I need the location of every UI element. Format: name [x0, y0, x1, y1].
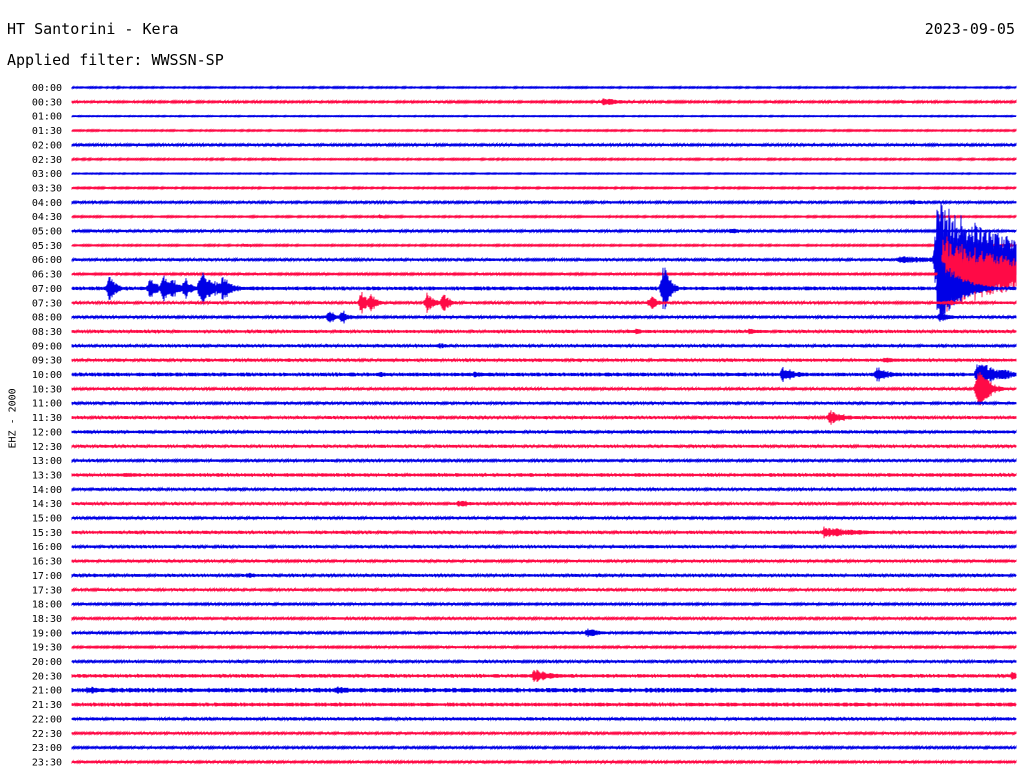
- row-time-label: 04:30: [32, 212, 62, 223]
- row-time-label: 03:00: [32, 169, 62, 180]
- row-time-label: 20:30: [32, 671, 62, 682]
- row-time-label: 18:00: [32, 600, 62, 611]
- row-time-label: 09:00: [32, 341, 62, 352]
- row-time-label: 18:30: [32, 614, 62, 625]
- row-time-label: 16:00: [32, 542, 62, 553]
- row-time-label: 01:30: [32, 126, 62, 137]
- filter-name: WWSSN-SP: [151, 51, 224, 69]
- row-time-label: 15:00: [32, 514, 62, 525]
- row-time-label: 00:30: [32, 97, 62, 108]
- row-time-label: 06:00: [32, 255, 62, 266]
- row-time-label: 07:30: [32, 298, 62, 309]
- row-time-label: 08:00: [32, 313, 62, 324]
- station-title: HT Santorini - Kera: [7, 20, 179, 38]
- row-time-label: 06:30: [32, 270, 62, 281]
- row-time-label: 23:00: [32, 743, 62, 754]
- row-time-label: 04:00: [32, 198, 62, 209]
- row-time-label: 13:00: [32, 456, 62, 467]
- row-time-label: 22:30: [32, 729, 62, 740]
- row-time-label: 10:30: [32, 384, 62, 395]
- row-time-label: 05:00: [32, 227, 62, 238]
- row-time-label: 13:30: [32, 470, 62, 481]
- row-time-label: 08:30: [32, 327, 62, 338]
- row-time-label: 05:30: [32, 241, 62, 252]
- row-time-label: 19:30: [32, 643, 62, 654]
- row-time-label: 11:30: [32, 413, 62, 424]
- row-time-label: 15:30: [32, 528, 62, 539]
- row-time-label: 21:30: [32, 700, 62, 711]
- row-time-label: 10:00: [32, 370, 62, 381]
- row-time-label: 03:30: [32, 183, 62, 194]
- row-time-label: 07:00: [32, 284, 62, 295]
- row-time-label: 23:30: [32, 757, 62, 768]
- row-time-label: 02:30: [32, 155, 62, 166]
- row-time-label: 01:00: [32, 112, 62, 123]
- row-time-label: 17:30: [32, 585, 62, 596]
- row-time-label: 02:00: [32, 140, 62, 151]
- row-time-label: 17:00: [32, 571, 62, 582]
- row-time-label: 09:30: [32, 356, 62, 367]
- row-time-label: 11:00: [32, 399, 62, 410]
- row-time-label: 20:00: [32, 657, 62, 668]
- date-label: 2023-09-05: [924, 20, 1015, 38]
- filter-prefix: Applied filter:: [7, 51, 143, 69]
- row-time-label: 16:30: [32, 557, 62, 568]
- row-time-label: 12:00: [32, 427, 62, 438]
- row-time-label: 19:00: [32, 628, 62, 639]
- row-time-label: 12:30: [32, 442, 62, 453]
- row-time-label: 14:00: [32, 485, 62, 496]
- row-time-label: 22:00: [32, 714, 62, 725]
- row-time-label: 00:00: [32, 83, 62, 94]
- row-time-label: 21:00: [32, 686, 62, 697]
- filter-label: Applied filter: WWSSN-SP: [7, 51, 224, 69]
- row-time-label: 14:30: [32, 499, 62, 510]
